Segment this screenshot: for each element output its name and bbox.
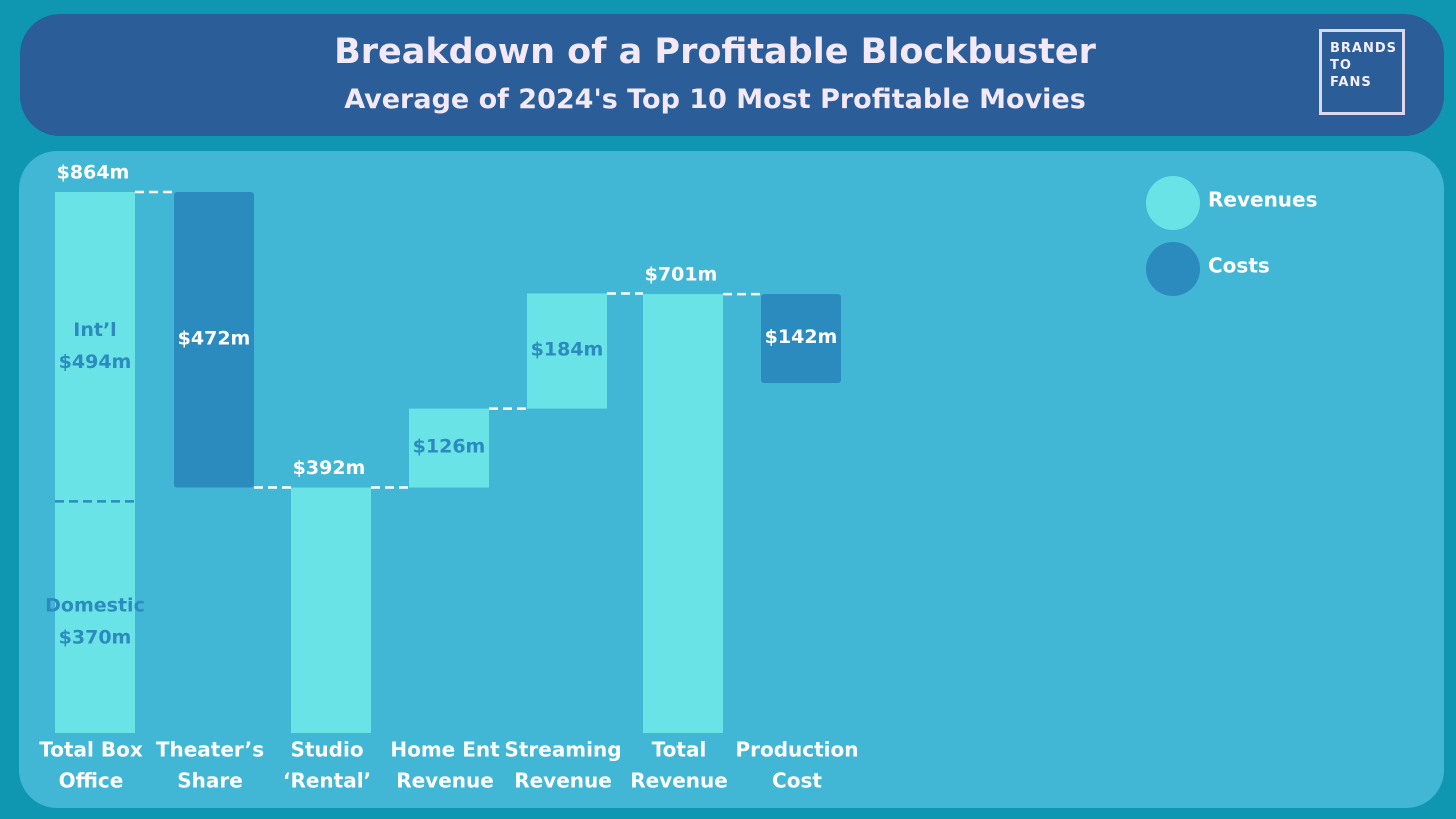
segment-value-label: $370m — [59, 627, 132, 649]
category-label: Office — [59, 769, 124, 793]
bar-revenue — [527, 293, 607, 409]
header-banner — [20, 14, 1444, 136]
bar-total-label: $701m — [645, 264, 718, 286]
bar-revenue — [409, 408, 489, 488]
segment-value-label: $494m — [59, 351, 132, 373]
bar-revenue — [55, 192, 135, 733]
brands-to-fans-logo: BRANDS TO FANS — [1319, 29, 1405, 115]
bar-value-label: $142m — [765, 326, 838, 348]
category-label: ‘Rental’ — [283, 769, 371, 793]
category-label: Cost — [772, 769, 822, 793]
bar-cost — [174, 192, 254, 488]
bar-value-label: $472m — [178, 327, 251, 349]
category-label: Production — [735, 738, 858, 762]
bar-revenue — [643, 294, 723, 733]
legend-label: Costs — [1208, 254, 1270, 278]
segment-label: Int’l — [73, 319, 116, 341]
bar-total-label: $392m — [293, 457, 366, 479]
bar-value-label: $184m — [531, 339, 604, 361]
category-label: Revenue — [514, 769, 612, 793]
segment-label: Domestic — [45, 595, 145, 617]
category-label: Theater’s — [156, 738, 264, 762]
logo-line: TO — [1330, 58, 1352, 73]
legend-swatch-costs — [1146, 242, 1200, 296]
logo-line: BRANDS — [1330, 41, 1398, 56]
category-label: Total — [652, 738, 707, 762]
legend-label: Revenues — [1208, 188, 1318, 212]
chart-subtitle: Average of 2024's Top 10 Most Profitable… — [344, 84, 1086, 115]
category-label: Studio — [290, 738, 363, 762]
category-label: Revenue — [396, 769, 494, 793]
category-label: Share — [177, 769, 243, 793]
bar-revenue — [291, 487, 371, 733]
bar-cost — [761, 294, 841, 383]
category-label: Revenue — [630, 769, 728, 793]
bar-value-label: $126m — [413, 436, 486, 458]
logo-line: FANS — [1330, 75, 1372, 90]
chart-title: Breakdown of a Profitable Blockbuster — [334, 32, 1096, 72]
bar-total-label: $864m — [57, 162, 130, 184]
chart-panel — [19, 151, 1444, 808]
category-label: Total Box — [39, 738, 143, 762]
category-label: Home Ent — [390, 738, 500, 762]
category-label: Streaming — [504, 738, 621, 762]
legend-swatch-revenues — [1146, 176, 1200, 230]
